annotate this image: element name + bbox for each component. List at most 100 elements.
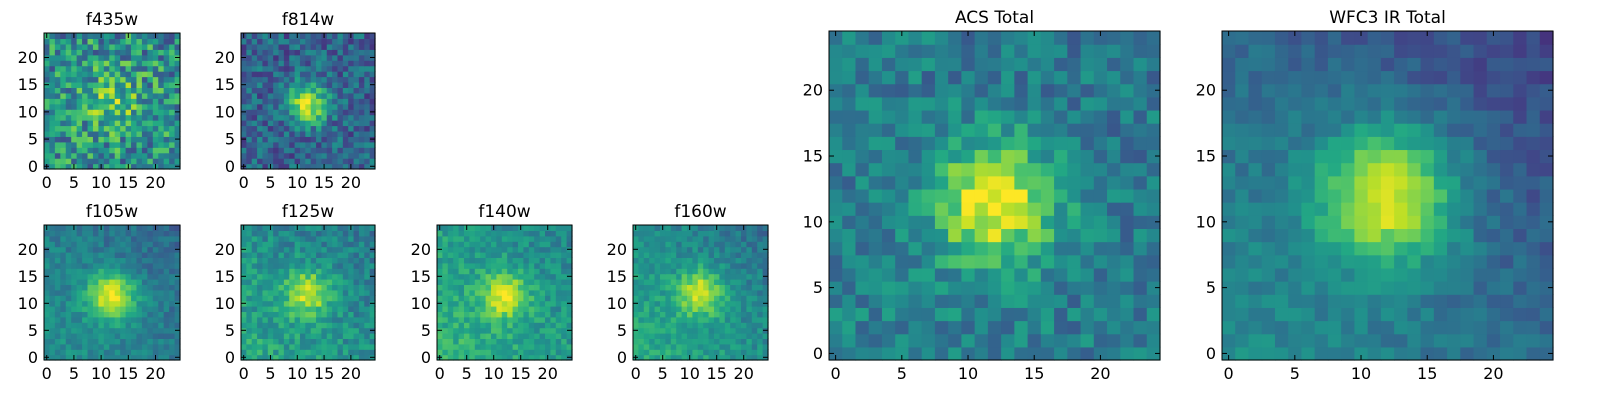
heatmap-cell bbox=[283, 262, 290, 269]
heatmap-cell bbox=[98, 279, 105, 285]
heatmap-cell bbox=[660, 279, 666, 285]
heatmap-cell bbox=[332, 338, 339, 345]
heatmap-cell bbox=[141, 257, 148, 264]
heatmap-cell bbox=[44, 306, 51, 312]
heatmap-cell bbox=[152, 114, 159, 121]
heatmap-cell bbox=[697, 273, 704, 280]
heatmap-cell bbox=[141, 65, 148, 72]
heatmap-cell bbox=[44, 125, 51, 132]
heatmap-cell bbox=[283, 76, 290, 83]
heatmap-cell bbox=[719, 349, 726, 356]
heatmap-cell bbox=[136, 114, 143, 121]
heatmap-cell bbox=[152, 279, 159, 285]
heatmap-cell bbox=[534, 333, 541, 339]
heatmap-cell bbox=[545, 279, 551, 285]
heatmap-cell bbox=[1394, 175, 1408, 190]
heatmap-cell bbox=[120, 103, 127, 110]
heatmap-cell bbox=[326, 109, 333, 116]
heatmap-cell bbox=[98, 43, 105, 50]
heatmap-cell bbox=[518, 349, 524, 356]
heatmap-cell bbox=[724, 262, 731, 269]
heatmap-cell bbox=[518, 257, 524, 264]
heatmap-cell bbox=[1327, 202, 1342, 216]
heatmap-cell bbox=[550, 246, 557, 253]
heatmap-cell bbox=[310, 54, 317, 61]
heatmap-cell bbox=[364, 136, 371, 143]
heatmap-cell bbox=[76, 109, 83, 116]
heatmap-cell bbox=[1133, 44, 1148, 58]
heatmap-cell bbox=[120, 33, 127, 40]
heatmap-cell bbox=[305, 71, 312, 78]
heatmap-cell bbox=[829, 149, 843, 164]
heatmap-cell bbox=[719, 241, 726, 248]
heatmap-cell bbox=[310, 306, 317, 312]
heatmap-cell bbox=[174, 284, 181, 291]
heatmap-cell bbox=[262, 300, 269, 307]
heatmap-cell bbox=[283, 338, 290, 345]
heatmap-cell bbox=[714, 262, 720, 269]
heatmap-cell bbox=[289, 300, 296, 307]
heatmap-cell bbox=[76, 316, 83, 323]
heatmap-cell bbox=[131, 322, 138, 329]
heatmap-cell bbox=[49, 120, 56, 127]
heatmap-cell bbox=[310, 354, 317, 361]
heatmap-cell bbox=[125, 268, 132, 275]
heatmap-cell bbox=[724, 354, 731, 361]
heatmap-cell bbox=[523, 241, 530, 248]
heatmap-cell bbox=[453, 338, 460, 345]
heatmap-cell bbox=[332, 65, 339, 72]
heatmap-cell bbox=[934, 31, 949, 45]
heatmap-cell bbox=[660, 300, 666, 307]
heatmap-cell bbox=[1054, 254, 1068, 269]
heatmap-cell bbox=[342, 65, 349, 72]
heatmap-cell bbox=[310, 300, 317, 307]
heatmap-cell bbox=[337, 225, 344, 231]
heatmap-cell bbox=[158, 252, 165, 258]
heatmap-cell bbox=[60, 311, 67, 318]
heatmap-cell bbox=[114, 43, 121, 50]
heatmap-cell bbox=[369, 235, 376, 242]
heatmap-cell bbox=[458, 311, 465, 318]
heatmap-cell bbox=[246, 343, 253, 350]
heatmap-cell bbox=[131, 152, 138, 159]
heatmap-cell bbox=[342, 71, 349, 78]
heatmap-cell bbox=[1460, 228, 1475, 243]
heatmap-cell bbox=[708, 316, 715, 323]
heatmap-cell bbox=[251, 225, 258, 231]
heatmap-cell bbox=[174, 158, 181, 165]
heatmap-cell bbox=[310, 252, 317, 258]
heatmap-cell bbox=[54, 109, 61, 116]
heatmap-cell bbox=[82, 38, 89, 45]
heatmap-cell bbox=[638, 284, 645, 291]
heatmap-cell bbox=[1288, 175, 1303, 190]
heatmap-cell bbox=[299, 130, 306, 137]
heatmap-cell bbox=[305, 60, 312, 67]
heatmap-cell bbox=[49, 273, 56, 280]
heatmap-cell bbox=[289, 279, 296, 285]
heatmap-cell bbox=[305, 76, 312, 83]
heatmap-cell bbox=[125, 38, 132, 45]
heatmap-cell bbox=[364, 81, 371, 88]
heatmap-cell bbox=[1341, 254, 1355, 269]
heatmap-cell bbox=[681, 262, 688, 269]
heatmap-cell bbox=[670, 252, 677, 258]
heatmap-cell bbox=[660, 235, 666, 242]
heatmap-cell bbox=[1235, 254, 1250, 269]
heatmap-cell bbox=[174, 38, 181, 45]
heatmap-cell bbox=[539, 349, 546, 356]
heatmap-cell bbox=[257, 114, 264, 121]
heatmap-cell bbox=[364, 71, 371, 78]
heatmap-cell bbox=[109, 343, 116, 350]
heatmap-cell bbox=[1222, 294, 1236, 308]
heatmap-cell bbox=[829, 57, 843, 72]
heatmap-cell bbox=[1420, 188, 1435, 203]
heatmap-cell bbox=[638, 289, 645, 296]
heatmap-cell bbox=[49, 300, 56, 307]
heatmap-cell bbox=[305, 262, 312, 269]
heatmap-cell bbox=[60, 87, 67, 94]
heatmap-cell bbox=[305, 252, 312, 258]
heatmap-cell bbox=[1146, 57, 1161, 72]
heatmap-cell bbox=[136, 103, 143, 110]
heatmap-cell bbox=[523, 316, 530, 323]
heatmap-cell bbox=[480, 311, 487, 318]
